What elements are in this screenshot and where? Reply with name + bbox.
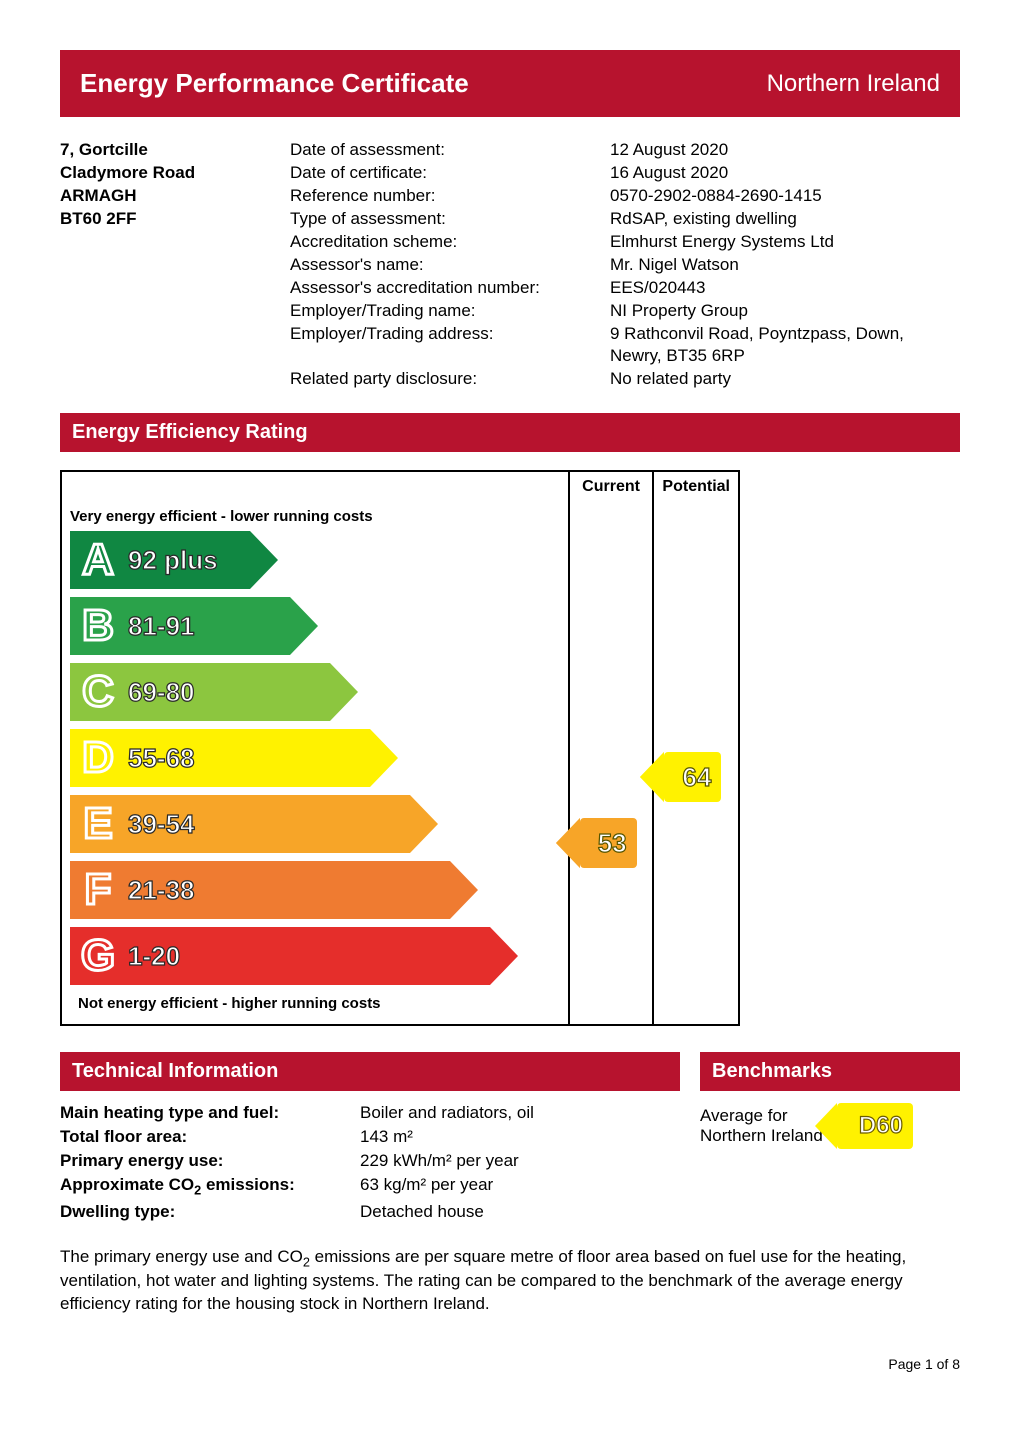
current-score-marker: 53 — [580, 818, 637, 868]
meta-label: Date of assessment: — [290, 139, 610, 162]
band-letter: G — [70, 931, 126, 981]
tech-label: Primary energy use: — [60, 1151, 360, 1171]
band-C: C69-80 — [70, 663, 330, 721]
band-range: 92 plus — [126, 545, 236, 576]
band-range: 21-38 — [126, 875, 213, 906]
band-row-G: G1-20 — [70, 925, 560, 987]
tech-value: Detached house — [360, 1202, 680, 1222]
band-G: G1-20 — [70, 927, 490, 985]
band-B: B81-91 — [70, 597, 290, 655]
address-block: 7, Gortcille Cladymore Road ARMAGH BT60 … — [60, 139, 290, 391]
meta-value: 16 August 2020 — [610, 162, 960, 185]
tech-label: Main heating type and fuel: — [60, 1103, 360, 1123]
meta-value: 9 Rathconvil Road, Poyntzpass, Down, New… — [610, 323, 960, 369]
band-row-F: F21-38 — [70, 859, 560, 921]
doc-title: Energy Performance Certificate — [80, 68, 469, 99]
tech-value: Boiler and radiators, oil — [360, 1103, 680, 1123]
meta-value: 12 August 2020 — [610, 139, 960, 162]
band-letter: A — [70, 535, 126, 585]
band-row-E: E39-54 — [70, 793, 560, 855]
meta-value: No related party — [610, 368, 960, 391]
band-row-B: B81-91 — [70, 595, 560, 657]
potential-score-cell: 64 — [653, 502, 739, 1025]
meta-label: Accreditation scheme: — [290, 231, 610, 254]
benchmark-badge: D60 — [837, 1103, 913, 1149]
chart-top-label: Very energy efficient - lower running co… — [70, 508, 560, 525]
band-letter: D — [70, 733, 126, 783]
metadata-block: 7, Gortcille Cladymore Road ARMAGH BT60 … — [60, 139, 960, 391]
tech-value: 143 m² — [360, 1127, 680, 1147]
col-potential: Potential — [653, 471, 739, 502]
meta-label: Assessor's accreditation number: — [290, 277, 610, 300]
address-line-4: BT60 2FF — [60, 208, 290, 231]
band-letter: F — [70, 865, 126, 915]
meta-value: RdSAP, existing dwelling — [610, 208, 960, 231]
address-line-2: Cladymore Road — [60, 162, 290, 185]
band-range: 1-20 — [126, 941, 198, 972]
band-range: 81-91 — [126, 611, 213, 642]
meta-label: Assessor's name: — [290, 254, 610, 277]
meta-label: Reference number: — [290, 185, 610, 208]
tech-value: 229 kWh/m² per year — [360, 1151, 680, 1171]
band-row-D: D55-68 — [70, 727, 560, 789]
band-E: E39-54 — [70, 795, 410, 853]
tech-info-grid: Main heating type and fuel: Boiler and r… — [60, 1103, 680, 1221]
page-number: Page 1 of 8 — [60, 1356, 960, 1372]
doc-region: Northern Ireland — [767, 70, 940, 98]
band-letter: C — [70, 667, 126, 717]
lower-row: Technical Information Main heating type … — [60, 1052, 960, 1221]
meta-labels: Date of assessment: Date of certificate:… — [290, 139, 610, 391]
meta-values: 12 August 2020 16 August 2020 0570-2902-… — [610, 139, 960, 391]
band-D: D55-68 — [70, 729, 370, 787]
benchmarks-label: Average for Northern Ireland — [700, 1106, 823, 1146]
rating-section-title: Energy Efficiency Rating — [60, 413, 960, 452]
meta-label: Employer/Trading name: — [290, 300, 610, 323]
band-range: 39-54 — [126, 809, 213, 840]
tech-info-title: Technical Information — [60, 1052, 680, 1091]
band-letter: B — [70, 601, 126, 651]
header-bar: Energy Performance Certificate Northern … — [60, 50, 960, 117]
meta-label: Employer/Trading address: — [290, 323, 610, 346]
meta-value: 0570-2902-0884-2690-1415 — [610, 185, 960, 208]
meta-value: NI Property Group — [610, 300, 960, 323]
band-range: 55-68 — [126, 743, 213, 774]
footnote: The primary energy use and CO2 emissions… — [60, 1246, 960, 1316]
meta-value: EES/020443 — [610, 277, 960, 300]
band-A: A92 plus — [70, 531, 250, 589]
benchmarks-body: Average for Northern Ireland D60 — [700, 1103, 960, 1149]
tech-label-co2: Approximate CO2 emissions: — [60, 1175, 360, 1197]
col-current: Current — [569, 471, 654, 502]
band-letter: E — [70, 799, 126, 849]
tech-value: 63 kg/m² per year — [360, 1175, 680, 1197]
meta-label: Related party disclosure: — [290, 368, 610, 391]
chart-bottom-label: Not energy efficient - higher running co… — [70, 991, 560, 1016]
band-range: 69-80 — [126, 677, 213, 708]
address-line-3: ARMAGH — [60, 185, 290, 208]
tech-label: Total floor area: — [60, 1127, 360, 1147]
meta-label: Type of assessment: — [290, 208, 610, 231]
technical-information: Technical Information Main heating type … — [60, 1052, 680, 1221]
address-line-1: 7, Gortcille — [60, 139, 290, 162]
meta-value: Mr. Nigel Watson — [610, 254, 960, 277]
epc-chart-table: Current Potential Very energy efficient … — [60, 470, 740, 1026]
band-row-C: C69-80 — [70, 661, 560, 723]
bands-cell: Very energy efficient - lower running co… — [61, 502, 569, 1025]
band-F: F21-38 — [70, 861, 450, 919]
benchmarks-title: Benchmarks — [700, 1052, 960, 1091]
potential-score-marker: 64 — [664, 752, 721, 802]
benchmarks: Benchmarks Average for Northern Ireland … — [700, 1052, 960, 1221]
meta-value: Elmhurst Energy Systems Ltd — [610, 231, 960, 254]
epc-chart: Current Potential Very energy efficient … — [60, 470, 960, 1026]
tech-label: Dwelling type: — [60, 1202, 360, 1222]
meta-label: Date of certificate: — [290, 162, 610, 185]
band-row-A: A92 plus — [70, 529, 560, 591]
